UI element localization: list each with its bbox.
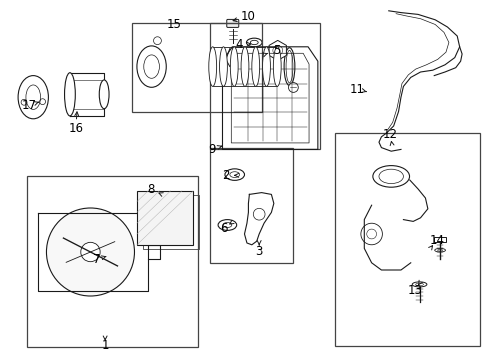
Text: 8: 8 <box>147 183 155 196</box>
Text: 12: 12 <box>382 129 397 141</box>
Text: 7: 7 <box>93 253 101 266</box>
Text: 16: 16 <box>68 122 83 135</box>
FancyBboxPatch shape <box>433 237 445 242</box>
Circle shape <box>81 242 100 262</box>
Ellipse shape <box>219 47 227 86</box>
Bar <box>27 176 198 347</box>
Bar <box>132 23 261 112</box>
Ellipse shape <box>262 47 270 86</box>
Ellipse shape <box>246 38 262 47</box>
Text: 11: 11 <box>349 83 364 96</box>
Ellipse shape <box>273 47 281 86</box>
Ellipse shape <box>411 282 426 287</box>
Bar <box>142 195 199 249</box>
Ellipse shape <box>434 248 445 252</box>
Text: 15: 15 <box>166 18 181 31</box>
Ellipse shape <box>218 220 236 230</box>
Circle shape <box>288 82 298 93</box>
Text: 1: 1 <box>101 339 109 352</box>
Text: 10: 10 <box>241 10 255 23</box>
Ellipse shape <box>230 47 238 86</box>
Ellipse shape <box>64 73 75 116</box>
Text: 2: 2 <box>222 169 229 182</box>
Circle shape <box>46 208 134 296</box>
Ellipse shape <box>99 80 109 109</box>
Text: 9: 9 <box>208 143 216 156</box>
Text: 5: 5 <box>272 44 280 57</box>
Bar <box>210 23 320 149</box>
FancyBboxPatch shape <box>226 19 238 27</box>
Bar <box>210 148 293 263</box>
Ellipse shape <box>208 47 216 86</box>
Text: 13: 13 <box>407 284 421 297</box>
Text: 3: 3 <box>255 246 263 258</box>
Text: 14: 14 <box>428 234 443 247</box>
Text: 17: 17 <box>22 99 37 112</box>
Bar <box>334 133 479 346</box>
Ellipse shape <box>251 47 259 86</box>
Text: 4: 4 <box>235 38 243 51</box>
Text: 6: 6 <box>219 222 227 235</box>
Ellipse shape <box>241 47 248 86</box>
Ellipse shape <box>224 169 244 180</box>
Bar <box>137 191 193 245</box>
